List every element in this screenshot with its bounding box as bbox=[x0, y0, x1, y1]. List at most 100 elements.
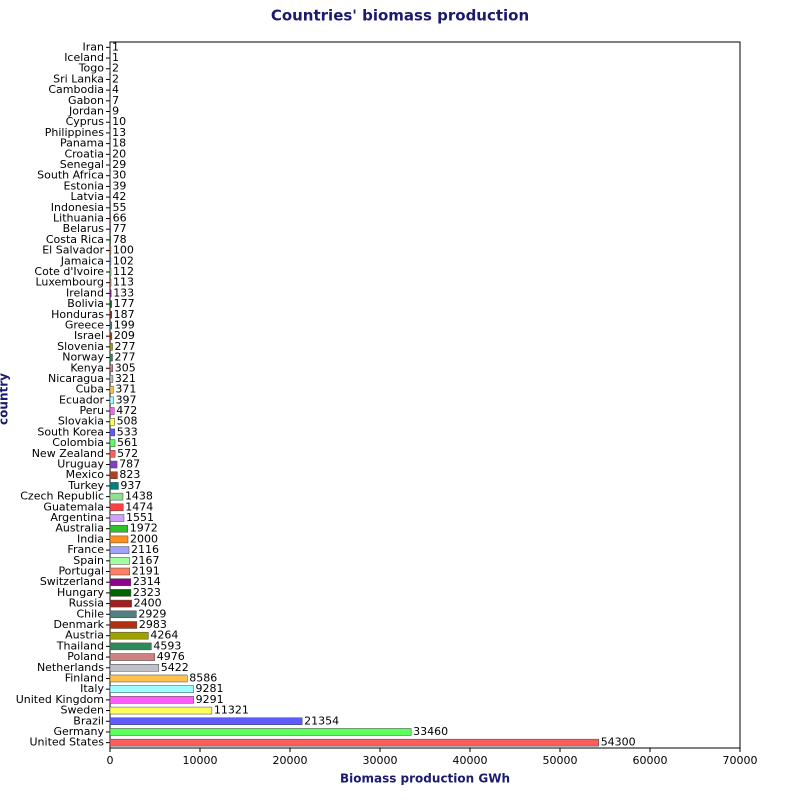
y-axis-title: country bbox=[0, 373, 11, 425]
y-tick-label: Costa Rica bbox=[46, 233, 104, 246]
bar bbox=[109, 396, 114, 405]
x-tick-label: 10000 bbox=[183, 754, 218, 767]
value-label: 209 bbox=[114, 329, 135, 342]
y-tick-label: Jamaica bbox=[60, 254, 104, 267]
y-tick-label: New Zealand bbox=[32, 447, 104, 460]
value-label: 787 bbox=[119, 458, 140, 471]
y-tick-label: El Salvador bbox=[42, 244, 104, 257]
bar bbox=[109, 300, 112, 308]
value-label: 508 bbox=[117, 415, 138, 428]
y-tick-label: Slovakia bbox=[58, 415, 104, 428]
bar bbox=[109, 225, 111, 233]
value-label: 133 bbox=[113, 286, 134, 299]
y-tick-label: Honduras bbox=[51, 308, 104, 321]
y-tick-label: Nicaragua bbox=[48, 372, 104, 385]
value-label: 2116 bbox=[131, 543, 159, 556]
bar bbox=[109, 503, 124, 512]
value-label: 1972 bbox=[130, 522, 158, 535]
value-label: 21354 bbox=[304, 714, 339, 727]
x-tick-label: 30000 bbox=[363, 754, 398, 767]
y-tick-label: Luxembourg bbox=[35, 276, 104, 289]
y-tick-label: Cyprus bbox=[66, 115, 105, 128]
value-label: 8586 bbox=[189, 671, 217, 684]
x-tick-label: 40000 bbox=[453, 754, 488, 767]
value-label: 9281 bbox=[196, 682, 224, 695]
plot-frame bbox=[109, 41, 741, 749]
value-label: 397 bbox=[116, 393, 137, 406]
value-label: 100 bbox=[113, 244, 134, 257]
y-tick-label: Gabon bbox=[68, 94, 104, 107]
bar bbox=[109, 471, 118, 479]
bar bbox=[109, 353, 113, 362]
bar bbox=[109, 311, 112, 319]
bar bbox=[109, 653, 156, 661]
y-tick-label: Czech Republic bbox=[20, 490, 104, 503]
y-tick-label: Latvia bbox=[71, 190, 105, 203]
y-tick-label: India bbox=[77, 532, 104, 545]
value-label: 1 bbox=[112, 40, 119, 53]
bar bbox=[109, 514, 125, 522]
value-label: 823 bbox=[119, 468, 140, 481]
value-label: 561 bbox=[117, 436, 138, 449]
y-tick-label: United States bbox=[30, 736, 105, 749]
y-tick-label: Sweden bbox=[61, 704, 104, 717]
bar bbox=[109, 578, 132, 586]
value-label: 4 bbox=[112, 83, 119, 96]
value-label: 2 bbox=[112, 72, 119, 85]
value-label: 4264 bbox=[150, 629, 178, 642]
bar bbox=[109, 599, 132, 608]
value-label: 2191 bbox=[132, 565, 160, 578]
y-tick-label: Turkey bbox=[67, 479, 104, 492]
y-tick-label: Cuba bbox=[76, 383, 104, 396]
bar bbox=[109, 257, 112, 266]
bar bbox=[109, 321, 113, 330]
y-tick-label: Chile bbox=[76, 607, 104, 620]
value-label: 20 bbox=[112, 147, 126, 160]
y-tick-label: France bbox=[67, 543, 104, 556]
y-tick-label: Philippines bbox=[45, 126, 105, 139]
y-tick-label: Portugal bbox=[58, 565, 104, 578]
value-label: 112 bbox=[113, 265, 134, 278]
y-tick-label: Australia bbox=[55, 522, 104, 535]
value-label: 277 bbox=[114, 340, 135, 353]
value-label: 102 bbox=[113, 254, 134, 267]
x-tick-label: 50000 bbox=[543, 754, 578, 767]
bar bbox=[109, 439, 116, 447]
y-tick-label: Lithuania bbox=[53, 212, 104, 225]
value-label: 42 bbox=[112, 190, 126, 203]
y-tick-label: Cote d'Ivoire bbox=[34, 265, 104, 278]
value-label: 1474 bbox=[125, 500, 153, 513]
value-label: 187 bbox=[114, 308, 135, 321]
value-label: 29 bbox=[112, 158, 126, 171]
value-label: 2000 bbox=[130, 532, 158, 545]
value-label: 18 bbox=[112, 137, 126, 150]
value-label: 33460 bbox=[413, 725, 448, 738]
bar bbox=[109, 535, 129, 544]
bar bbox=[109, 728, 412, 736]
y-tick-label: Kenya bbox=[70, 361, 104, 374]
x-tick-label: 0 bbox=[107, 754, 114, 767]
value-label: 305 bbox=[115, 361, 136, 374]
y-tick-label: Hungary bbox=[57, 586, 104, 599]
bar bbox=[109, 278, 112, 287]
value-label: 937 bbox=[120, 479, 141, 492]
bar bbox=[109, 375, 114, 383]
bar bbox=[109, 685, 194, 693]
y-tick-label: Senegal bbox=[60, 158, 104, 171]
y-tick-label: Peru bbox=[79, 404, 104, 417]
value-label: 9291 bbox=[196, 693, 224, 706]
y-tick-label: Sri Lanka bbox=[53, 72, 104, 85]
y-tick-label: Iceland bbox=[64, 51, 104, 64]
y-tick-label: Guatemala bbox=[43, 500, 104, 513]
bar bbox=[109, 492, 124, 501]
bar bbox=[109, 214, 111, 223]
bar bbox=[109, 557, 130, 565]
bar bbox=[109, 589, 132, 597]
y-tick-label: Cambodia bbox=[48, 83, 104, 96]
y-tick-label: Netherlands bbox=[37, 661, 104, 674]
y-tick-label: Finland bbox=[65, 671, 104, 684]
value-label: 7 bbox=[112, 94, 119, 107]
value-label: 1 bbox=[112, 51, 119, 64]
y-tick-label: Germany bbox=[53, 725, 104, 738]
